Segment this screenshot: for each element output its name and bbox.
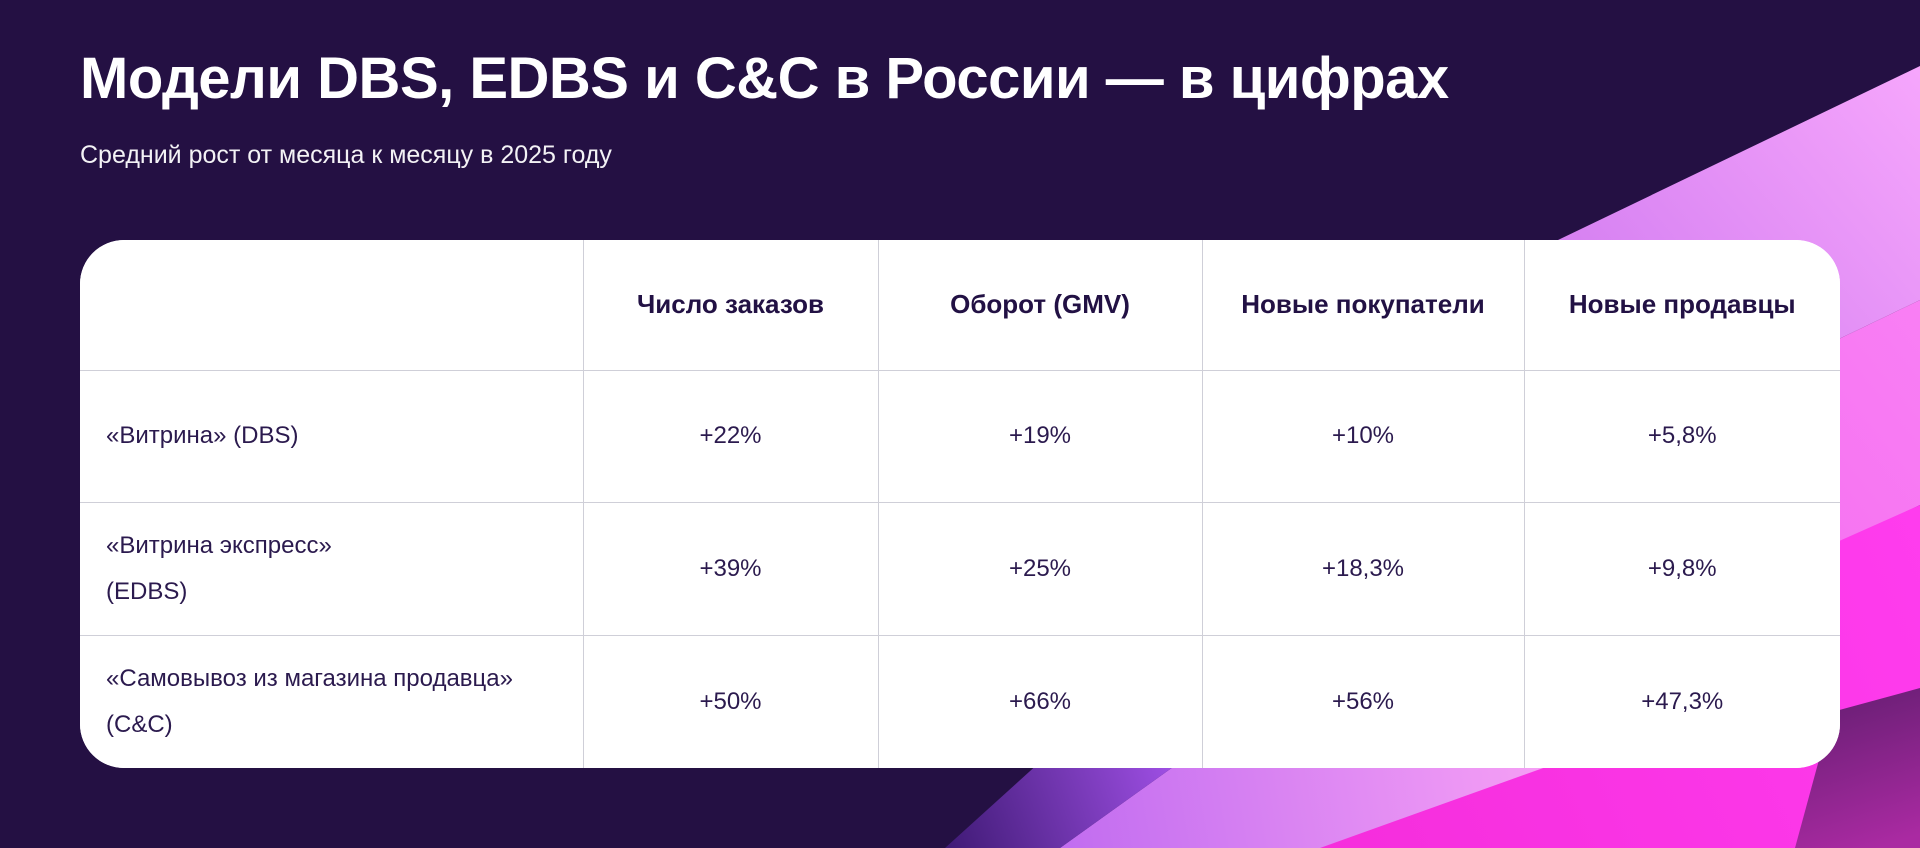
value-cell: +50%: [582, 634, 879, 768]
value-cell: +18,3%: [1201, 502, 1525, 636]
column-header-3: Новые покупатели: [1201, 240, 1525, 371]
value-cell: +22%: [582, 369, 879, 504]
table-header: Число заказов Оборот (GMV) Новые покупател…: [80, 240, 1840, 371]
page-title: Модели DBS, EDBS и C&C в России — в цифр…: [80, 46, 1449, 111]
row-label-line: (EDBS): [106, 577, 188, 605]
table-row-2: «Самовывоз из магазина продавца» (C&C) +50…: [80, 634, 1840, 768]
table-row-1: «Витрина экспресс» (EDBS) +39% +25% +18,3% +9…: [80, 502, 1840, 636]
column-header-2: Оборот (GMV): [877, 240, 1203, 371]
row-label: «Самовывоз из магазина продавца» (C&C): [80, 634, 584, 768]
slide-header: Модели DBS, EDBS и C&C в России — в цифр…: [80, 46, 1449, 170]
row-label-line: «Витрина» (DBS): [106, 422, 299, 450]
decor-wedge-dark: [1795, 688, 1920, 848]
row-label-line: «Самовывоз из магазина продавца»: [106, 664, 513, 692]
table-body: «Витрина» (DBS) +22% +19% +10% +5,8% «Витрина…: [80, 369, 1840, 768]
value-cell: +9,8%: [1523, 502, 1840, 636]
column-header-1: Число заказов: [582, 240, 879, 371]
value-cell: +19%: [877, 369, 1203, 504]
value-cell: +5,8%: [1523, 369, 1840, 504]
page-subtitle: Средний рост от месяца к месяцу в 2025 г…: [80, 141, 612, 169]
growth-table: Число заказов Оборот (GMV) Новые покупател…: [80, 240, 1840, 768]
value-cell: +25%: [877, 502, 1203, 636]
value-cell: +56%: [1201, 634, 1525, 768]
value-cell: +10%: [1201, 369, 1525, 504]
value-cell: +47,3%: [1523, 634, 1840, 768]
column-header-0: [80, 240, 584, 371]
row-label: «Витрина экспресс» (EDBS): [80, 502, 584, 636]
table-row-0: «Витрина» (DBS) +22% +19% +10% +5,8%: [80, 369, 1840, 504]
decor-band-violet: [1060, 762, 1560, 848]
decor-band-purple: [945, 762, 1180, 848]
row-label-line: «Витрина экспресс»: [106, 531, 332, 559]
row-label: «Витрина» (DBS): [80, 369, 584, 504]
value-cell: +66%: [877, 634, 1203, 768]
row-label-line: (C&C): [106, 710, 173, 738]
growth-table-panel: Число заказов Оборот (GMV) Новые покупател…: [80, 240, 1840, 768]
value-cell: +39%: [582, 502, 879, 636]
column-header-4: Новые продавцы: [1523, 240, 1840, 371]
header-row: Число заказов Оборот (GMV) Новые покупател…: [80, 240, 1840, 371]
